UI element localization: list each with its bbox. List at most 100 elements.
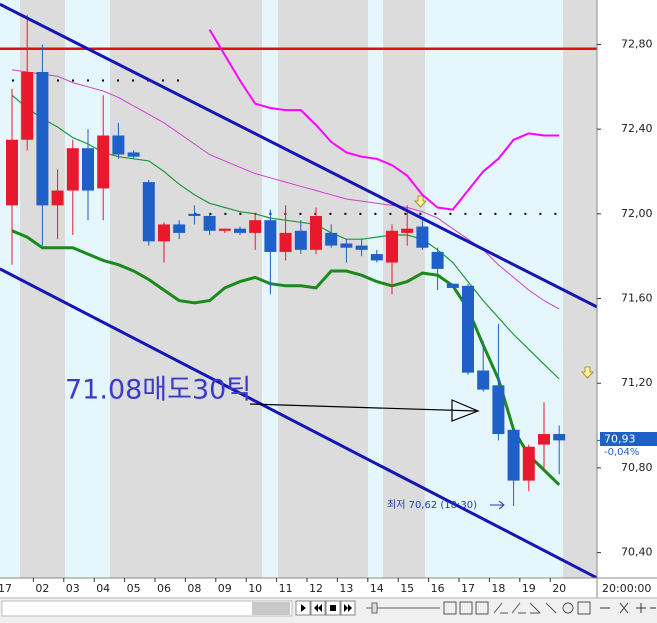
- x-tick-label: 13: [339, 582, 353, 595]
- x-tick-label: 17: [461, 582, 475, 595]
- band: [110, 0, 262, 578]
- scroll-thumb[interactable]: [252, 602, 290, 615]
- low-arrow: [490, 500, 505, 510]
- scrollbar[interactable]: [1, 600, 293, 617]
- tool-button[interactable]: [443, 601, 457, 615]
- x-tick-label: 17: [0, 582, 12, 595]
- candle-body: [446, 283, 459, 288]
- ma-line: [208, 29, 560, 211]
- toolbar: [0, 599, 657, 623]
- tool-button[interactable]: [562, 602, 574, 614]
- icon: [301, 604, 306, 612]
- candle-body: [36, 71, 49, 206]
- x-tick-label: 04: [96, 582, 110, 595]
- candle-body: [234, 228, 246, 233]
- y-tick-label: 71,20: [621, 376, 653, 389]
- icon: [330, 605, 336, 611]
- signal-icon: [414, 195, 427, 208]
- tool-button[interactable]: [529, 602, 541, 614]
- x-tick-label: 10: [248, 582, 262, 595]
- x-tick-label: 06: [157, 582, 171, 595]
- candle-body: [21, 71, 34, 140]
- y-tick-label: 72,00: [621, 207, 653, 220]
- tool-button[interactable]: [475, 601, 489, 615]
- x-tick-label: 11: [279, 582, 293, 595]
- ma-line: [11, 69, 560, 310]
- band: [563, 0, 597, 578]
- tool-button[interactable]: [577, 601, 591, 615]
- axis-bg: [0, 579, 597, 598]
- candle-body: [340, 243, 353, 248]
- candle-body: [492, 385, 505, 435]
- candle-body: [355, 245, 368, 250]
- signal-icon: [581, 366, 594, 379]
- candle-body: [264, 220, 277, 252]
- tool-button[interactable]: [459, 601, 473, 615]
- candle-body: [522, 446, 535, 481]
- trend-line: [0, 2, 597, 309]
- x-tick-label: 12: [309, 582, 323, 595]
- last-price-box: [600, 432, 657, 446]
- tool-button[interactable]: [600, 602, 656, 614]
- y-tick-label: 70,80: [621, 461, 653, 474]
- candle-body: [203, 215, 216, 231]
- candle-body: [279, 232, 292, 252]
- candle-body: [370, 254, 383, 261]
- background-bands: [0, 0, 597, 578]
- x-tick-label: 20: [552, 582, 566, 595]
- plot-area: [0, 2, 597, 578]
- axis-bg: [598, 0, 657, 598]
- candle-body: [294, 230, 307, 250]
- low-note: 최저 70,62 (18:30): [387, 499, 477, 511]
- candle-body: [127, 152, 140, 157]
- band: [383, 0, 425, 578]
- tool-icons: [443, 601, 656, 615]
- x-tick-label: 14: [370, 582, 384, 595]
- annotation-arrowhead: [451, 399, 480, 422]
- x-tick-label: 16: [431, 582, 445, 595]
- y-tick-label: 72,80: [621, 37, 653, 50]
- candle-body: [553, 434, 566, 441]
- candle-body: [386, 230, 398, 263]
- zoom-thumb[interactable]: [371, 602, 378, 614]
- x-tick-label: 18: [491, 582, 505, 595]
- icon: [344, 604, 352, 612]
- x-tick-label: 19: [522, 582, 536, 595]
- icon: [314, 604, 322, 612]
- trend-line: [0, 267, 597, 578]
- y-tick-label: 72,40: [621, 122, 653, 135]
- candle-body: [462, 285, 474, 373]
- tool-button[interactable]: [545, 602, 557, 614]
- candle-body: [401, 228, 414, 233]
- x-tick-label: 08: [187, 582, 201, 595]
- candle-body: [507, 429, 520, 481]
- candle-body: [188, 213, 201, 216]
- candle-body: [82, 148, 94, 191]
- annotation: 71.08매도30틱: [65, 375, 251, 406]
- x-tick-label: 03: [66, 582, 80, 595]
- candle-body: [477, 370, 490, 390]
- y-tick-label: 70,40: [621, 546, 653, 559]
- band: [278, 0, 368, 578]
- x-tick-label: 02: [35, 582, 49, 595]
- candle-body: [158, 224, 170, 242]
- y-tick-label: 71,60: [621, 292, 653, 305]
- candle-body: [173, 224, 186, 233]
- candle-body: [97, 135, 110, 189]
- last-price: 70,93: [604, 433, 636, 446]
- annotation-arrow: [249, 403, 477, 412]
- candle-body: [538, 434, 550, 445]
- candle-body: [112, 135, 125, 155]
- candle-body: [249, 220, 262, 233]
- tool-button[interactable]: [511, 602, 526, 614]
- candle-body: [310, 215, 322, 250]
- change: -0,04%: [604, 447, 639, 458]
- x-tick-label: 15: [400, 582, 414, 595]
- candle-body: [431, 251, 444, 269]
- candle-body: [218, 228, 231, 231]
- candle-body: [66, 148, 79, 191]
- candle-body: [416, 226, 429, 248]
- tool-button[interactable]: [493, 602, 508, 614]
